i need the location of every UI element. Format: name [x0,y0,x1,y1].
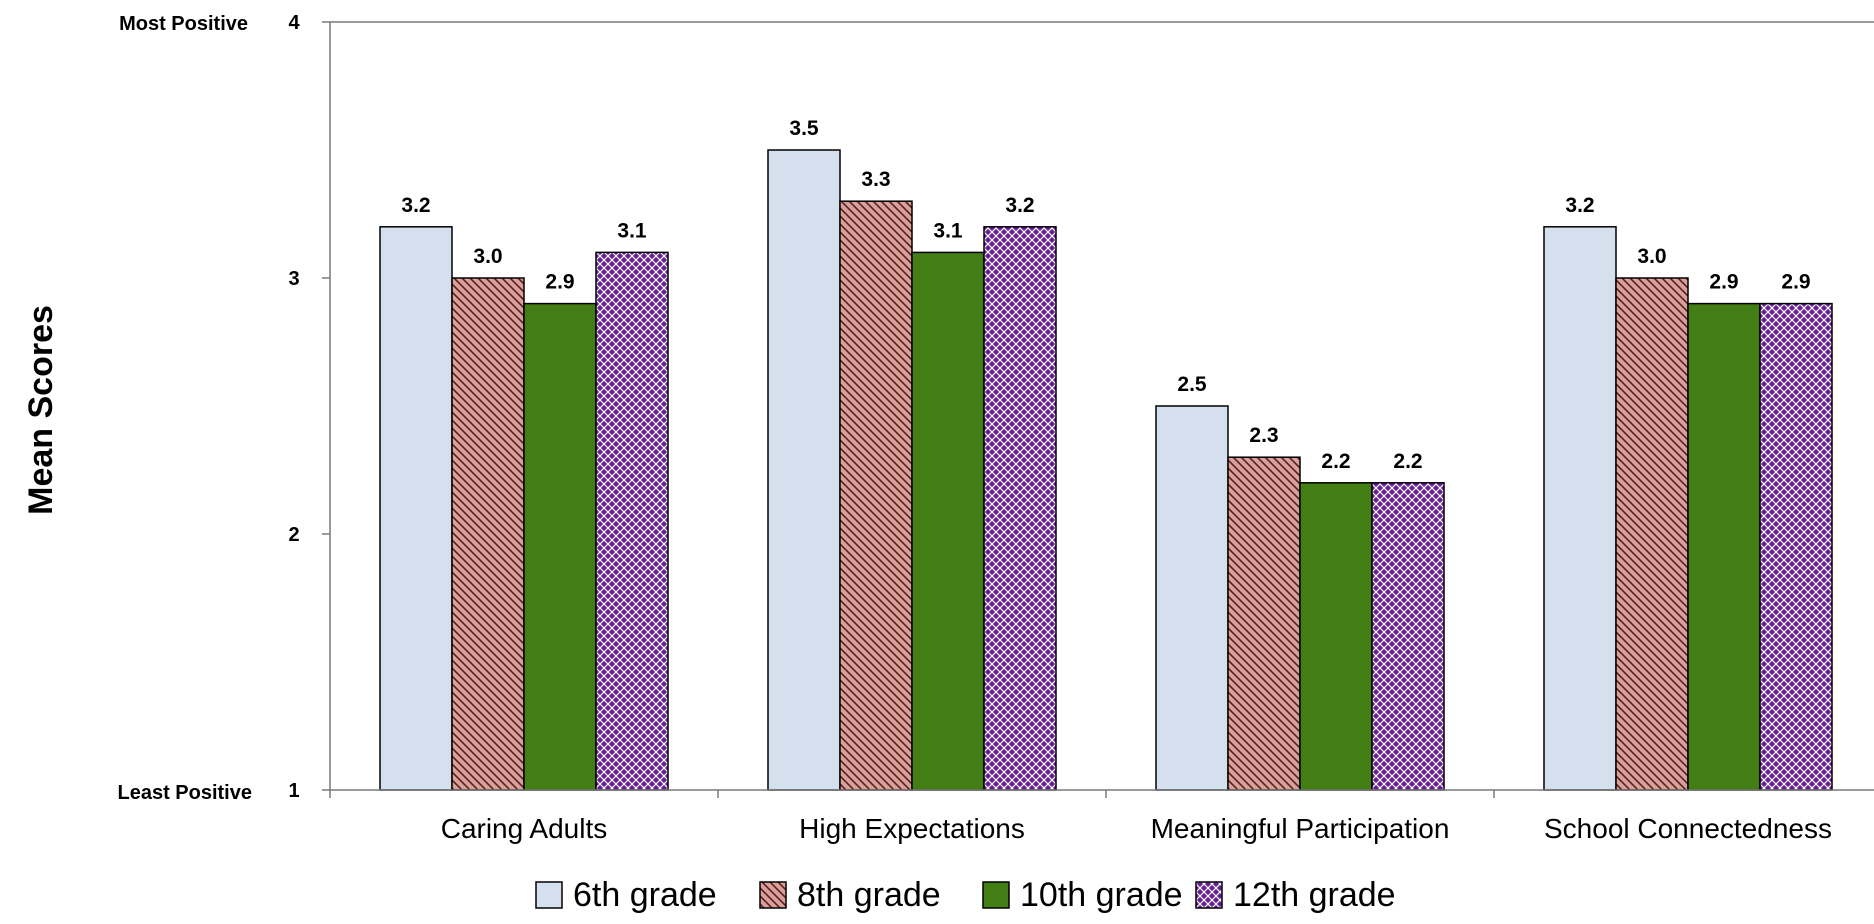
y-bottom-end-label: Least Positive [117,782,252,804]
bar [1371,482,1445,791]
y-tick-label: 2 [288,524,299,546]
data-label: 3.3 [861,168,890,191]
data-label: 3.5 [789,117,819,140]
legend-swatch [759,881,787,909]
legend-label: 10th grade [1020,876,1183,914]
bar [1615,277,1689,791]
y-tick-label: 4 [288,12,300,34]
data-label: 3.1 [933,219,963,242]
y-tick-label: 3 [288,268,299,290]
legend-swatch [535,881,563,909]
data-label: 3.2 [401,194,430,217]
data-label: 2.5 [1177,373,1207,396]
data-label: 2.9 [1781,271,1810,294]
data-label: 2.9 [545,271,574,294]
y-tick-label: 1 [288,780,299,802]
data-label: 2.3 [1249,424,1278,447]
data-label: 3.0 [1637,245,1666,268]
data-label: 3.1 [617,219,647,242]
legend-swatch [1195,881,1223,909]
bar [523,302,597,791]
data-label: 3.2 [1005,194,1034,217]
legend-swatch [982,881,1010,909]
category-labels: Caring Adults High Expectations Meaningful… [441,813,1832,844]
y-axis-ticks: 1 2 3 4 [288,12,330,802]
data-label: 3.0 [473,245,502,268]
bar [451,277,525,791]
data-label: 3.2 [1565,194,1594,217]
bar [1543,226,1617,791]
bar [839,200,913,791]
bar [1687,302,1761,791]
y-axis-title: Mean Scores [22,305,60,515]
x-category-label: High Expectations [799,813,1025,844]
data-label: 2.2 [1321,450,1350,473]
bar [1155,405,1229,791]
bar [1299,482,1373,791]
bar [911,251,985,791]
data-label: 2.9 [1709,271,1738,294]
legend: 6th grade 8th grade 10th grade 12th grade [535,876,1396,914]
legend-label: 12th grade [1233,876,1396,914]
bar [983,226,1057,791]
bar [767,149,841,791]
legend-label: 6th grade [573,876,717,914]
plot-axes [329,21,1874,798]
bar [379,226,453,791]
x-category-label: Meaningful Participation [1151,813,1450,844]
bar-series [379,149,1833,791]
x-category-label: School Connectedness [1544,813,1832,844]
y-top-end-label: Most Positive [119,13,248,35]
bar [595,251,669,791]
data-labels: 3.2 3.0 2.9 3.1 3.5 3.3 3.1 3.2 2.5 2.3 2.2 2.2 3.2 3… [401,117,1810,473]
bar [1759,302,1833,791]
data-label: 2.2 [1393,450,1422,473]
x-category-label: Caring Adults [441,813,608,844]
legend-label: 8th grade [797,876,941,914]
bar [1227,456,1301,791]
